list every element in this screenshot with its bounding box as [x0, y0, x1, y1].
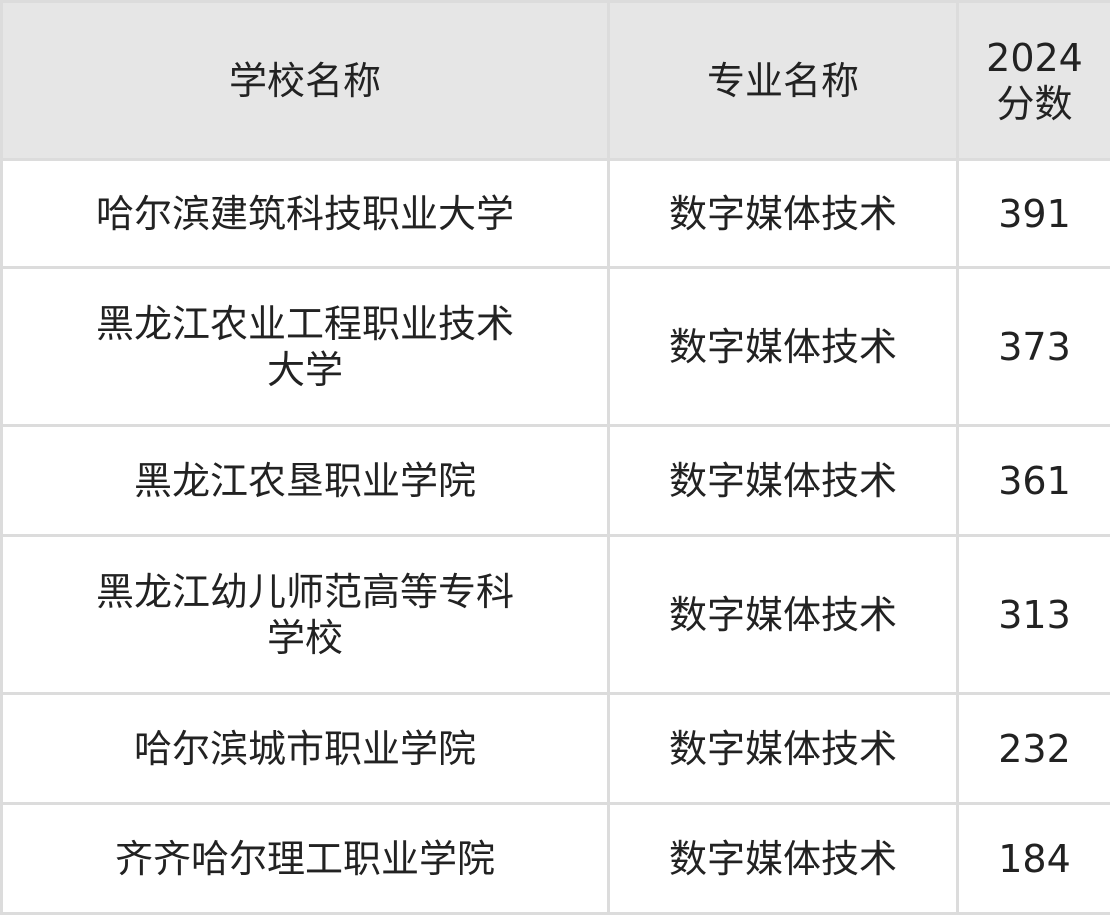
header-school: 学校名称 — [0, 0, 610, 161]
table-row: 黑龙江农业工程职业技术大学 数字媒体技术 373 — [0, 266, 1110, 427]
cell-major: 数字媒体技术 — [607, 266, 959, 427]
table-row: 齐齐哈尔理工职业学院 数字媒体技术 184 — [0, 802, 1110, 915]
header-score-year: 2024 — [986, 35, 1083, 80]
cell-school: 黑龙江幼儿师范高等专科学校 — [0, 534, 610, 695]
header-row: 学校名称 专业名称 2024 分数 — [0, 0, 1110, 161]
cell-score: 373 — [956, 266, 1110, 427]
table-row: 哈尔滨建筑科技职业大学 数字媒体技术 391 — [0, 158, 1110, 269]
cell-school: 黑龙江农垦职业学院 — [0, 424, 610, 537]
table-row: 黑龙江幼儿师范高等专科学校 数字媒体技术 313 — [0, 534, 1110, 695]
cell-score: 391 — [956, 158, 1110, 269]
cell-score: 184 — [956, 802, 1110, 915]
cell-school: 黑龙江农业工程职业技术大学 — [0, 266, 610, 427]
cell-school: 齐齐哈尔理工职业学院 — [0, 802, 610, 915]
cell-major: 数字媒体技术 — [607, 424, 959, 537]
cell-major: 数字媒体技术 — [607, 534, 959, 695]
cell-major: 数字媒体技术 — [607, 692, 959, 805]
cell-major: 数字媒体技术 — [607, 158, 959, 269]
header-major: 专业名称 — [607, 0, 959, 161]
cell-score: 232 — [956, 692, 1110, 805]
header-score: 2024 分数 — [956, 0, 1110, 161]
cell-score: 361 — [956, 424, 1110, 537]
cell-school: 哈尔滨城市职业学院 — [0, 692, 610, 805]
table-row: 黑龙江农垦职业学院 数字媒体技术 361 — [0, 424, 1110, 537]
cell-major: 数字媒体技术 — [607, 802, 959, 915]
header-score-label: 分数 — [996, 81, 1073, 126]
cell-school: 哈尔滨建筑科技职业大学 — [0, 158, 610, 269]
cell-score: 313 — [956, 534, 1110, 695]
table-row: 哈尔滨城市职业学院 数字媒体技术 232 — [0, 692, 1110, 805]
